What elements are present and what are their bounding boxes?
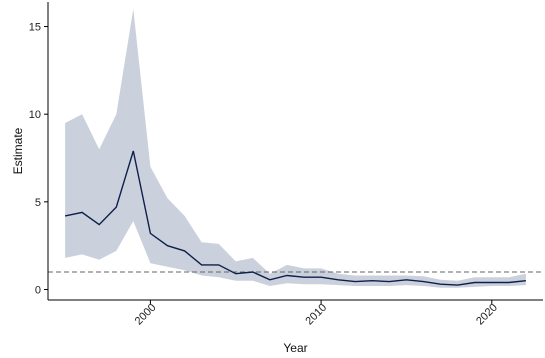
y-axis-title: Estimate bbox=[11, 127, 25, 174]
x-axis-ticks: 2000 2010 2020 bbox=[133, 300, 500, 327]
confidence-band bbox=[65, 9, 526, 288]
y-tick-label: 15 bbox=[29, 22, 41, 34]
plot-area bbox=[48, 9, 543, 288]
x-axis-title: Year bbox=[283, 341, 307, 355]
x-tick-label: 2020 bbox=[474, 302, 500, 328]
estimate-line bbox=[64, 150, 526, 286]
y-tick-label: 5 bbox=[35, 197, 41, 209]
x-tick-label: 2010 bbox=[303, 302, 329, 328]
y-tick-label: 10 bbox=[29, 109, 41, 121]
x-tick-label: 2000 bbox=[133, 302, 159, 328]
y-axis-ticks: 0 5 10 15 bbox=[29, 22, 48, 296]
y-tick-label: 0 bbox=[35, 284, 41, 296]
